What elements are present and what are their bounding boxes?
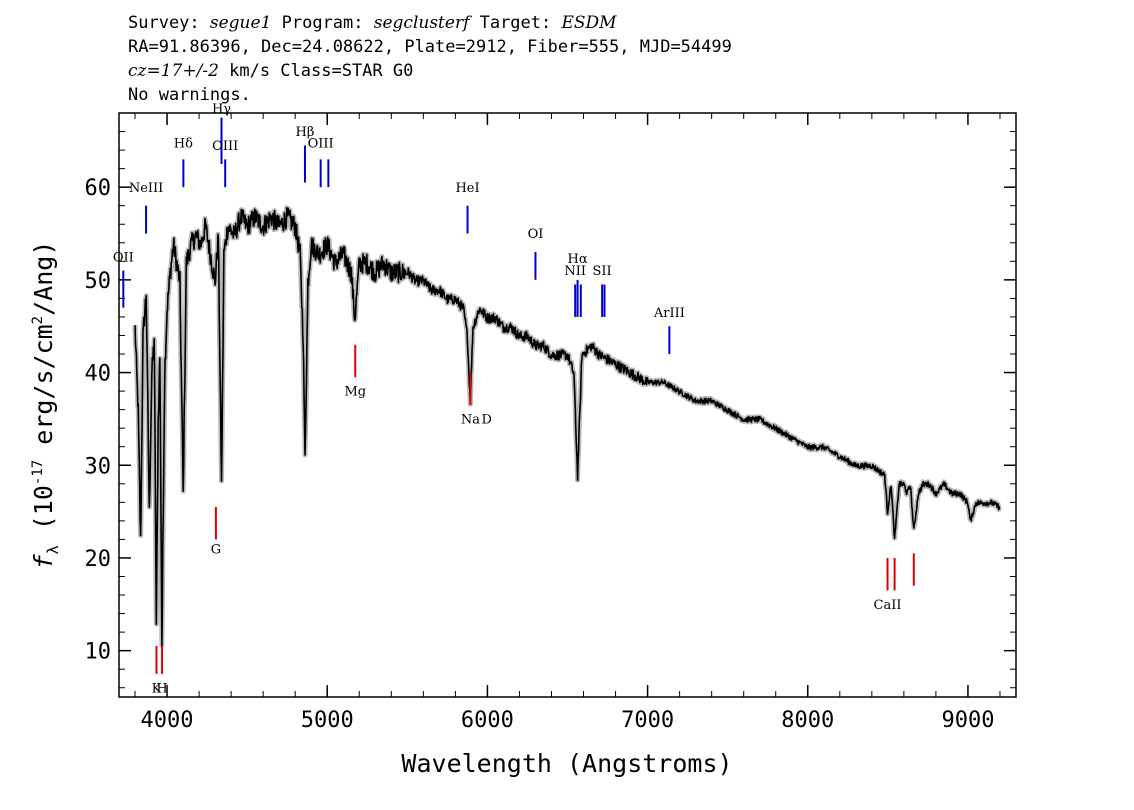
target-label: Target: (469, 13, 562, 33)
emission-line-label: Hα (568, 252, 588, 267)
x-tick-label: 4000 (141, 708, 194, 733)
program-label: Program: (271, 13, 374, 33)
x-tick-label: 8000 (781, 708, 834, 733)
emission-line-label: HeI (455, 181, 479, 196)
emission-line-label: Hδ (174, 136, 193, 151)
emission-line-label: NeIII (129, 181, 163, 196)
y-tick-label: 10 (85, 640, 112, 665)
tick-labels: 4000 5000 6000 7000 8000 9000 10 20 30 40 50 60 (85, 176, 995, 733)
spectrum-header: Survey: segue1 Program: segclusterf Targ… (128, 11, 732, 107)
plot-frame (118, 112, 1017, 698)
header-line-2: RA=91.86396, Dec=24.08622, Plate=2912, F… (128, 37, 732, 57)
absorption-line-label: H (156, 681, 167, 696)
y-tick-label: 20 (85, 547, 112, 572)
emission-line-label: OIII (212, 139, 238, 154)
x-tick-label: 6000 (461, 708, 514, 733)
emission-line-label: Hγ (212, 102, 231, 117)
emission-line-label: OI (528, 227, 544, 242)
emission-line-label: SII (593, 264, 612, 279)
header-line-4: No warnings. (128, 85, 251, 105)
emission-line-label: Hβ (296, 125, 315, 140)
y-tick-label: 40 (85, 362, 112, 387)
redshift-value: cz=17+/-2 (128, 61, 219, 81)
emission-line-label: NII (564, 264, 586, 279)
spectrum-line (134, 206, 1001, 647)
y-tick-label: 30 (85, 454, 112, 479)
target-value: ESDM (561, 13, 617, 33)
class-info: km/s Class=STAR G0 (218, 61, 414, 81)
y-axis-title: fλ (10-17 erg/s/cm2/Ang) (29, 241, 62, 570)
y-tick-label: 50 (85, 269, 112, 294)
emission-line-label: ArIII (653, 306, 685, 321)
absorption-line-label: D (482, 413, 492, 428)
absorption-line-label: G (211, 542, 221, 557)
x-tick-label: 7000 (621, 708, 674, 733)
x-tick-label: 5000 (301, 708, 354, 733)
absorption-line-label: CaII (874, 598, 902, 613)
axis-ticks (119, 112, 1016, 697)
absorption-line-label: Mg (344, 385, 366, 400)
header-line-3: cz=17+/-2 km/s Class=STAR G0 (128, 59, 732, 83)
survey-value: segue1 (209, 13, 272, 33)
x-tick-label: 9000 (941, 708, 994, 733)
absorption-line-label: K (152, 681, 162, 696)
emission-line-label: OII (113, 250, 134, 265)
survey-label: Survey: (128, 13, 210, 33)
x-axis-title: Wavelength (Angstroms) (401, 749, 732, 778)
emission-line-label: OIII (308, 136, 334, 151)
spectral-line-markers: OIINeIIIHδHγOIIIHβOIIIHeIOINIIHαSIIArIII… (113, 102, 915, 696)
y-tick-label: 60 (85, 176, 112, 201)
header-line-1: Survey: segue1 Program: segclusterf Targ… (128, 11, 732, 35)
absorption-line-label: Na (461, 413, 480, 428)
program-value: segclusterf (373, 13, 470, 33)
